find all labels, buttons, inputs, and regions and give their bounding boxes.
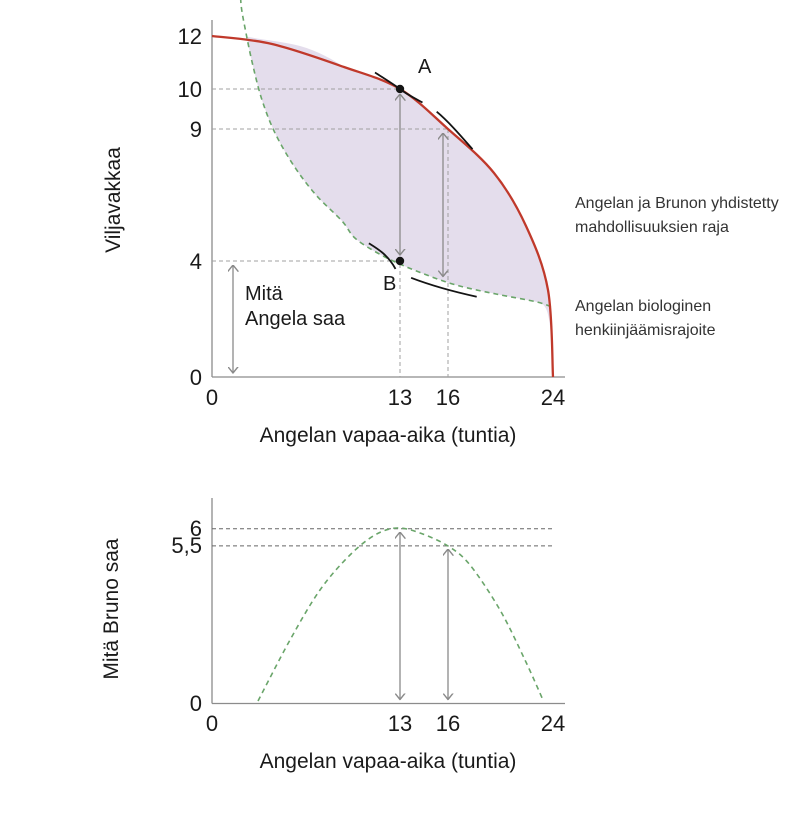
- svg-text:9: 9: [190, 117, 202, 142]
- svg-text:13: 13: [388, 385, 412, 410]
- svg-text:10: 10: [178, 77, 202, 102]
- svg-text:12: 12: [178, 24, 202, 49]
- svg-text:24: 24: [541, 385, 565, 410]
- svg-text:Angelan vapaa-aika (tuntia): Angelan vapaa-aika (tuntia): [260, 750, 517, 773]
- svg-text:Viljavakkaa: Viljavakkaa: [102, 147, 125, 253]
- svg-text:Angelan ja Brunon yhdistetty: Angelan ja Brunon yhdistetty: [575, 195, 779, 212]
- svg-text:Mitä: Mitä: [245, 283, 284, 305]
- svg-text:A: A: [418, 56, 432, 78]
- svg-text:16: 16: [436, 385, 460, 410]
- svg-text:0: 0: [190, 365, 202, 390]
- svg-text:0: 0: [206, 385, 218, 410]
- svg-text:0: 0: [206, 711, 218, 736]
- svg-text:13: 13: [388, 711, 412, 736]
- svg-text:Mitä Bruno saa: Mitä Bruno saa: [100, 538, 123, 680]
- svg-text:mahdollisuuksien raja: mahdollisuuksien raja: [575, 219, 729, 236]
- svg-text:Angela saa: Angela saa: [245, 308, 346, 330]
- svg-text:henkiinjäämisrajoite: henkiinjäämisrajoite: [575, 322, 716, 339]
- svg-text:Angelan biologinen: Angelan biologinen: [575, 298, 711, 315]
- svg-text:16: 16: [436, 711, 460, 736]
- svg-text:B: B: [383, 273, 396, 295]
- svg-text:24: 24: [541, 711, 565, 736]
- svg-text:5,5: 5,5: [171, 533, 202, 558]
- svg-text:4: 4: [190, 249, 202, 274]
- svg-text:0: 0: [190, 691, 202, 716]
- svg-text:Angelan vapaa-aika (tuntia): Angelan vapaa-aika (tuntia): [260, 424, 517, 447]
